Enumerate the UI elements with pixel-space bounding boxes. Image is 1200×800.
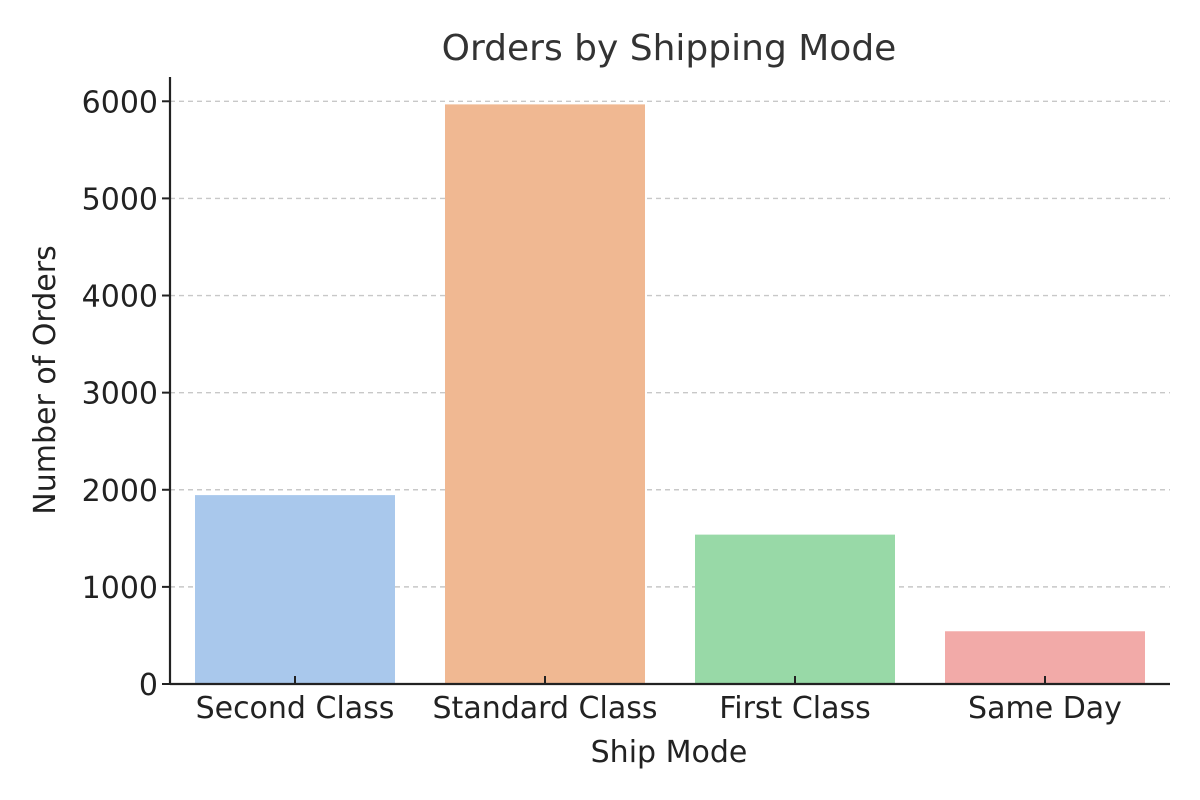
x-tick-label: Standard Class <box>433 691 658 726</box>
y-axis-label: Number of Orders <box>28 245 63 514</box>
axes <box>168 77 1170 686</box>
x-tick-label: Same Day <box>968 691 1122 726</box>
y-tick-label: 6000 <box>82 85 158 120</box>
bar-second-class <box>195 495 395 684</box>
chart-title: Orders by Shipping Mode <box>442 28 897 69</box>
y-tick-label: 2000 <box>82 474 158 509</box>
bars <box>195 104 1145 685</box>
x-tick-label: First Class <box>719 691 871 726</box>
y-tick-label: 5000 <box>82 182 158 217</box>
bar-standard-class <box>445 104 645 685</box>
y-axis-ticks: 0 1000 2000 3000 4000 5000 6000 <box>82 85 170 703</box>
bar-first-class <box>695 534 895 684</box>
y-tick-label: 3000 <box>82 377 158 412</box>
x-axis-label: Ship Mode <box>591 735 748 770</box>
x-tick-label: Second Class <box>196 691 395 726</box>
bar-same-day <box>945 631 1145 684</box>
y-tick-label: 1000 <box>82 571 158 606</box>
y-tick-label: 4000 <box>82 280 158 315</box>
y-tick-label: 0 <box>139 668 158 703</box>
grid-lines <box>170 100 1170 588</box>
x-axis-ticks: Second Class Standard Class First Class Sam… <box>196 676 1122 726</box>
